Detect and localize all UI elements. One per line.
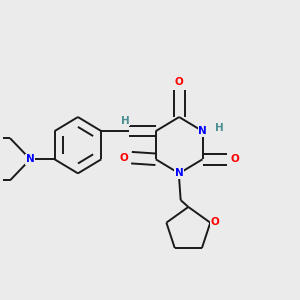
Text: O: O [119,153,128,163]
Text: N: N [26,154,34,164]
Text: O: O [211,217,219,227]
Text: O: O [175,77,184,87]
Text: H: H [121,116,130,126]
Text: N: N [198,126,207,136]
Text: H: H [215,123,224,133]
Text: O: O [230,154,239,164]
Text: N: N [175,168,184,178]
